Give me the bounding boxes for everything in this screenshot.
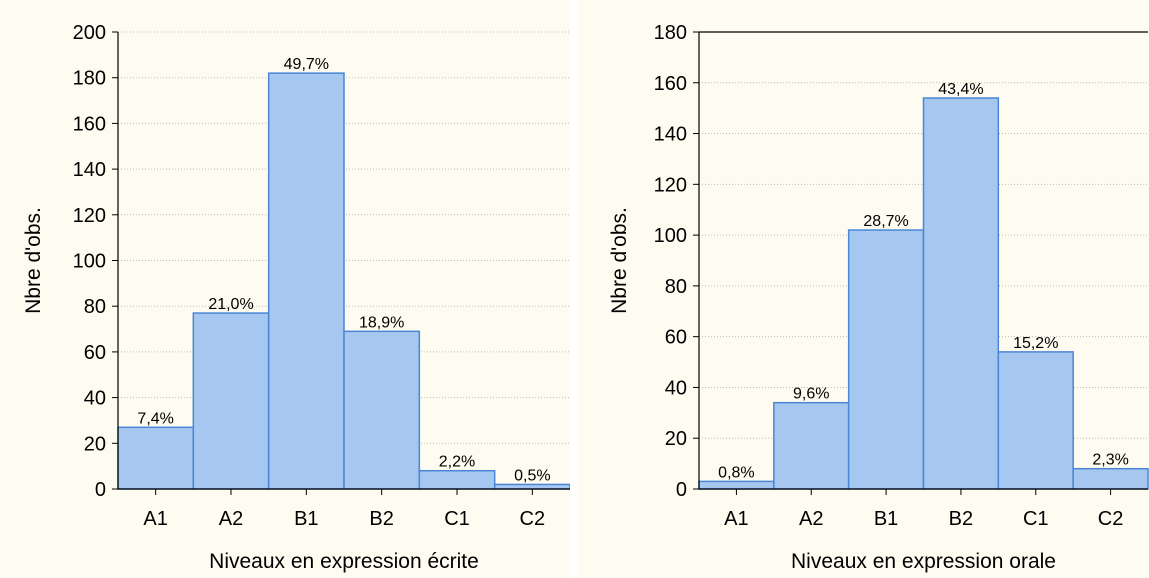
x-tick-label: A1 (724, 508, 748, 530)
x-tick-label: C2 (520, 508, 546, 530)
y-tick-label: 140 (654, 124, 687, 146)
y-tick-label: 180 (73, 68, 106, 90)
data-label: 2,3% (1092, 452, 1128, 469)
y-tick-label: 40 (84, 388, 106, 410)
chart-panel-oral: 0,8% 9,6% 28,7% 43,4% 15,2% 2,3% 0 20 40 60 80 100 1… (578, 0, 1149, 578)
bar-chart-oral: 0,8% 9,6% 28,7% 43,4% 15,2% 2,3% 0 20 40 60 80 100 1… (608, 22, 1149, 573)
data-label: 21,0% (208, 296, 253, 313)
y-tick-label: 60 (84, 342, 106, 364)
y-tick-label: 180 (654, 22, 687, 44)
y-tick-label: 0 (95, 479, 106, 501)
data-label: 18,9% (359, 314, 404, 331)
data-label: 15,2% (1013, 335, 1058, 352)
bar-c1 (418, 469, 496, 490)
y-axis-title: Nbre d'obs. (608, 207, 631, 314)
y-tick-label: 20 (665, 428, 687, 450)
bar-a1 (117, 426, 195, 490)
bar-b1 (847, 229, 925, 490)
y-tick-label: 40 (665, 377, 687, 399)
y-tick-label: 0 (676, 479, 687, 501)
x-tick-label: C1 (444, 508, 470, 530)
y-tick-label: 60 (665, 327, 687, 349)
x-tick-label: A1 (143, 508, 167, 530)
x-tick-label: B2 (369, 508, 393, 530)
x-tick-label: B1 (294, 508, 318, 530)
data-label: 28,7% (863, 213, 908, 230)
bar-b2 (343, 330, 421, 490)
data-label: 2,2% (439, 454, 475, 471)
data-label: 9,6% (793, 386, 829, 403)
x-tick-label: C1 (1023, 508, 1049, 530)
y-tick-label: 160 (654, 73, 687, 95)
chart-panel-written: 7,4% 21,0% 49,7% 18,9% 2,2% 0,5% 0 20 40 60 80 100 1… (0, 0, 570, 578)
y-tick-label: 20 (84, 433, 106, 455)
data-label: 43,4% (938, 81, 983, 98)
y-tick-label: 140 (73, 159, 106, 181)
data-label: 7,4% (137, 410, 173, 427)
x-axis-title: Niveaux en expression orale (791, 550, 1056, 573)
x-tick-label: B1 (874, 508, 898, 530)
bar-a2 (192, 312, 270, 490)
bar-c2 (1072, 467, 1149, 490)
bar-a2 (773, 401, 850, 490)
x-tick-label: A2 (799, 508, 823, 530)
x-tick-label: A2 (219, 508, 243, 530)
y-tick-label: 80 (84, 296, 106, 318)
y-tick-label: 120 (654, 174, 687, 196)
y-tick-label: 100 (654, 225, 687, 247)
y-tick-label: 100 (73, 251, 106, 273)
bar-c1 (997, 351, 1074, 490)
y-tick-label: 80 (665, 276, 687, 298)
data-label: 0,5% (514, 467, 550, 484)
bar-c2 (493, 483, 570, 490)
data-label: 0,8% (718, 464, 754, 481)
bar-b2 (922, 97, 1000, 490)
x-tick-label: C2 (1098, 508, 1124, 530)
bar-b1 (267, 72, 345, 490)
y-tick-label: 200 (73, 22, 106, 44)
x-axis-title: Niveaux en expression écrite (209, 550, 479, 573)
x-tick-label: B2 (949, 508, 973, 530)
y-tick-label: 160 (73, 113, 106, 135)
data-label: 49,7% (284, 56, 329, 73)
bar-a1 (698, 480, 775, 490)
y-axis-title: Nbre d'obs. (22, 207, 45, 314)
bar-chart-written: 7,4% 21,0% 49,7% 18,9% 2,2% 0,5% 0 20 40 60 80 100 1… (22, 22, 570, 573)
y-tick-label: 120 (73, 205, 106, 227)
